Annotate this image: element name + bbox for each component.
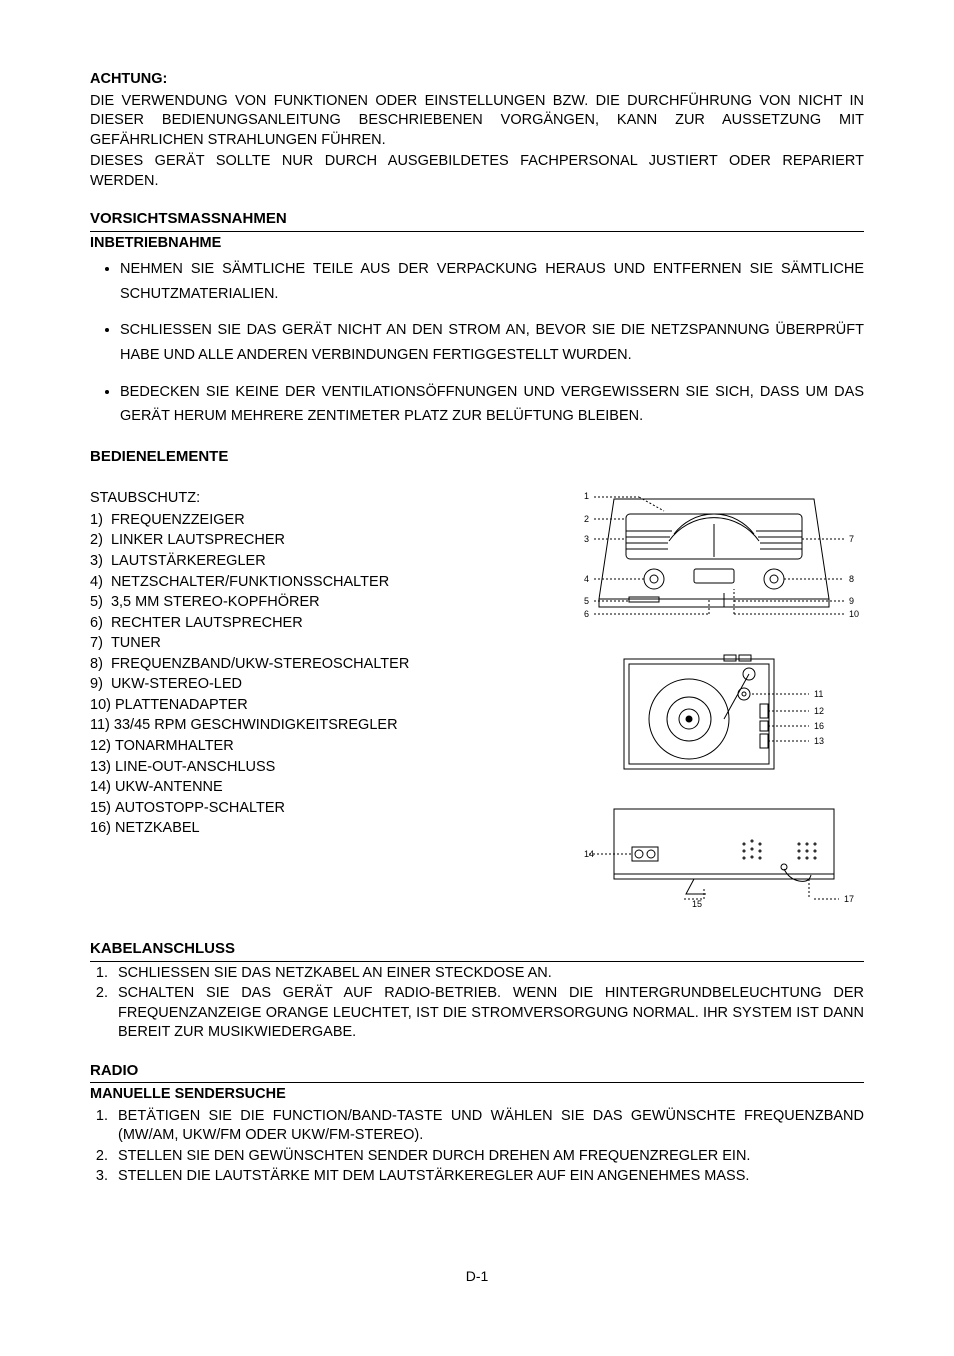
achtung-section: ACHTUNG: DIE VERWENDUNG VON FUNKTIONEN O… xyxy=(90,70,864,191)
label-5: 5 xyxy=(584,596,589,606)
item-label: PLATTENADAPTER xyxy=(115,697,248,713)
item-label: 3,5 MM STEREO-KOPFHÖRER xyxy=(111,594,320,610)
vorsicht-item: BEDECKEN SIE KEINE DER VENTILATIONSÖFFNU… xyxy=(120,380,864,429)
list-item: SCHLIESSEN SIE DAS NETZKABEL AN EINER ST… xyxy=(112,964,864,984)
label-16: 16 xyxy=(814,721,824,731)
top-diagram: 11 12 16 13 xyxy=(584,649,844,779)
front-diagram: 1 2 3 4 5 6 7 8 9 10 xyxy=(584,479,864,629)
label-17: 17 xyxy=(844,894,854,904)
radio-section: RADIO MANUELLE SENDERSUCHE BETÄTIGEN SIE… xyxy=(90,1061,864,1187)
page-footer: D-1 xyxy=(90,1267,864,1286)
item-label: TUNER xyxy=(111,635,161,651)
item-label: UKW-STEREO-LED xyxy=(111,676,242,692)
list-item: SCHALTEN SIE DAS GERÄT AUF RADIO-BETRIEB… xyxy=(112,984,864,1043)
label-10: 10 xyxy=(849,609,859,619)
list-item: 12) TONARMHALTER xyxy=(90,737,564,757)
list-item: STELLEN DIE LAUTSTÄRKE MIT DEM LAUTSTÄRK… xyxy=(112,1167,864,1187)
list-item: 4) NETZSCHALTER/FUNKTIONSSCHALTER xyxy=(90,573,564,593)
list-item: BETÄTIGEN SIE DIE FUNCTION/BAND-TASTE UN… xyxy=(112,1107,864,1146)
list-item: 14) UKW-ANTENNE xyxy=(90,778,564,798)
list-item: 6) RECHTER LAUTSPRECHER xyxy=(90,614,564,634)
vorsicht-item: NEHMEN SIE SÄMTLICHE TEILE AUS DER VERPA… xyxy=(120,257,864,306)
list-item: STELLEN SIE DEN GEWÜNSCHTEN SENDER DURCH… xyxy=(112,1147,864,1167)
list-item: 13) LINE-OUT-ANSCHLUSS xyxy=(90,758,564,778)
radio-list: BETÄTIGEN SIE DIE FUNCTION/BAND-TASTE UN… xyxy=(90,1107,864,1187)
list-item: 8) FREQUENZBAND/UKW-STEREOSCHALTER xyxy=(90,655,564,675)
label-9: 9 xyxy=(849,596,854,606)
list-item: 5) 3,5 MM STEREO-KOPFHÖRER xyxy=(90,593,564,613)
bedienelemente-section: BEDIENELEMENTE STAUBSCHUTZ: 1) FREQUENZZ… xyxy=(90,447,864,909)
list-item: 9) UKW-STEREO-LED xyxy=(90,675,564,695)
item-label: LINKER LAUTSPRECHER xyxy=(111,532,285,548)
achtung-title: ACHTUNG: xyxy=(90,70,864,90)
vorsicht-sub: INBETRIEBNAHME xyxy=(90,234,864,254)
achtung-p2: DIESES GERÄT SOLLTE NUR DURCH AUSGEBILDE… xyxy=(90,152,864,191)
list-item: 16) NETZKABEL xyxy=(90,819,564,839)
label-12: 12 xyxy=(814,706,824,716)
list-item: 10) PLATTENADAPTER xyxy=(90,696,564,716)
diagrams: 1 2 3 4 5 6 7 8 9 10 xyxy=(584,479,864,909)
label-6: 6 xyxy=(584,609,589,619)
item-label: NETZSCHALTER/FUNKTIONSSCHALTER xyxy=(111,574,389,590)
list-item: 15) AUTOSTOPP-SCHALTER xyxy=(90,799,564,819)
item-label: TONARMHALTER xyxy=(115,738,234,754)
kabel-title: KABELANSCHLUSS xyxy=(90,939,864,961)
back-diagram: 14 15 17 xyxy=(584,799,864,909)
bedienelemente-sub: STAUBSCHUTZ: xyxy=(90,489,564,509)
label-15: 15 xyxy=(692,899,702,909)
label-1: 1 xyxy=(584,491,589,501)
achtung-p1: DIE VERWENDUNG VON FUNKTIONEN ODER EINST… xyxy=(90,92,864,151)
label-8: 8 xyxy=(849,574,854,584)
label-4: 4 xyxy=(584,574,589,584)
vorsicht-section: VORSICHTSMASSNAHMEN INBETRIEBNAHME NEHME… xyxy=(90,209,864,429)
vorsicht-list: NEHMEN SIE SÄMTLICHE TEILE AUS DER VERPA… xyxy=(90,257,864,429)
list-item: 3) LAUTSTÄRKEREGLER xyxy=(90,552,564,572)
label-13: 13 xyxy=(814,736,824,746)
item-label: RECHTER LAUTSPRECHER xyxy=(111,615,303,631)
label-11: 11 xyxy=(814,689,823,699)
item-label: LAUTSTÄRKEREGLER xyxy=(111,553,266,569)
label-7: 7 xyxy=(849,534,854,544)
item-label: 33/45 RPM GESCHWINDIGKEITSREGLER xyxy=(114,717,398,733)
item-label: LINE-OUT-ANSCHLUSS xyxy=(115,759,275,775)
item-label: AUTOSTOPP-SCHALTER xyxy=(115,800,285,816)
radio-sub: MANUELLE SENDERSUCHE xyxy=(90,1085,864,1105)
item-label: UKW-ANTENNE xyxy=(115,779,223,795)
list-item: 2) LINKER LAUTSPRECHER xyxy=(90,531,564,551)
radio-title: RADIO xyxy=(90,1061,864,1083)
bedienelemente-title: BEDIENELEMENTE xyxy=(90,447,864,467)
list-item: 1) FREQUENZZEIGER xyxy=(90,511,564,531)
kabel-list: SCHLIESSEN SIE DAS NETZKABEL AN EINER ST… xyxy=(90,964,864,1043)
vorsicht-title: VORSICHTSMASSNAHMEN xyxy=(90,209,864,231)
label-14: 14 xyxy=(584,849,594,859)
controls-list: 1) FREQUENZZEIGER 2) LINKER LAUTSPRECHER… xyxy=(90,511,564,839)
list-item: 11) 33/45 RPM GESCHWINDIGKEITSREGLER xyxy=(90,716,564,736)
vorsicht-item: SCHLIESSEN SIE DAS GERÄT NICHT AN DEN ST… xyxy=(120,318,864,367)
item-label: NETZKABEL xyxy=(115,820,200,836)
label-2: 2 xyxy=(584,514,589,524)
item-label: FREQUENZBAND/UKW-STEREOSCHALTER xyxy=(111,656,409,672)
kabel-section: KABELANSCHLUSS SCHLIESSEN SIE DAS NETZKA… xyxy=(90,939,864,1043)
label-3: 3 xyxy=(584,534,589,544)
item-label: FREQUENZZEIGER xyxy=(111,512,245,528)
list-item: 7) TUNER xyxy=(90,634,564,654)
